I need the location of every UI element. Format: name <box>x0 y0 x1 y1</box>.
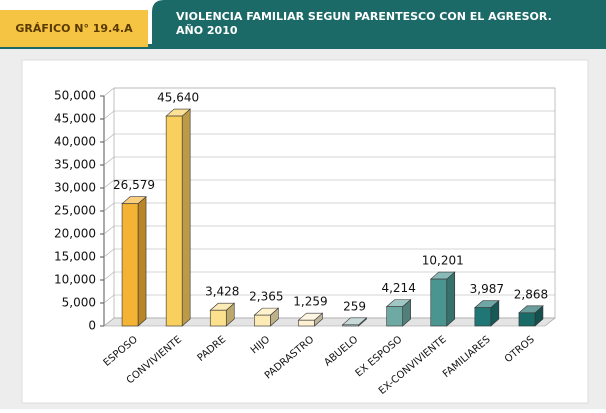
bar-side <box>137 196 147 327</box>
bar <box>518 312 536 327</box>
value-label: 1,259 <box>293 295 327 309</box>
bar <box>209 309 227 327</box>
value-label: 259 <box>343 299 366 313</box>
value-label: 3,428 <box>205 285 239 299</box>
grid-line <box>103 133 555 143</box>
grid-line <box>103 271 555 281</box>
grid-line <box>103 110 555 120</box>
y-tick-label: 0 <box>88 319 96 333</box>
title-tab <box>152 0 606 47</box>
y-tick-label: 40,000 <box>54 135 96 149</box>
bar <box>386 306 403 327</box>
y-tick-label: 50,000 <box>54 89 96 103</box>
bar <box>474 307 492 327</box>
grid-line <box>103 179 555 189</box>
chart-label: GRÁFICO N° 19.4.A <box>15 22 133 35</box>
bar <box>254 314 271 327</box>
y-tick-label: 10,000 <box>54 273 96 287</box>
bar <box>165 115 183 327</box>
bar <box>430 278 448 327</box>
value-label: 10,201 <box>422 254 464 268</box>
y-tick-label: 45,000 <box>54 112 96 126</box>
value-label: 2,868 <box>514 287 548 301</box>
grid-line <box>103 248 555 258</box>
y-tick-label: 35,000 <box>54 158 96 172</box>
grid-line <box>103 87 555 97</box>
grid-line <box>103 202 555 212</box>
value-label: 45,640 <box>157 91 199 105</box>
y-tick-label: 5,000 <box>62 296 96 310</box>
bar-side <box>446 271 456 327</box>
bar-side <box>181 108 191 327</box>
label-tab <box>0 10 148 47</box>
bar <box>298 319 315 327</box>
grid-line <box>103 294 555 304</box>
value-label: 26,579 <box>113 178 155 192</box>
y-tick-label: 25,000 <box>54 204 96 218</box>
y-tick-label: 15,000 <box>54 250 96 264</box>
chart-title: VIOLENCIA FAMILIAR SEGUN PARENTESCO CON … <box>176 10 552 23</box>
grid-line <box>103 225 555 235</box>
bar <box>121 203 139 327</box>
y-tick-label: 20,000 <box>54 227 96 241</box>
value-label: 3,987 <box>470 282 504 296</box>
chart-title: AÑO 2010 <box>176 24 238 37</box>
value-label: 4,214 <box>381 281 415 295</box>
grid-line <box>103 156 555 166</box>
value-label: 2,365 <box>249 290 283 304</box>
bar <box>342 324 359 327</box>
y-tick-label: 30,000 <box>54 181 96 195</box>
